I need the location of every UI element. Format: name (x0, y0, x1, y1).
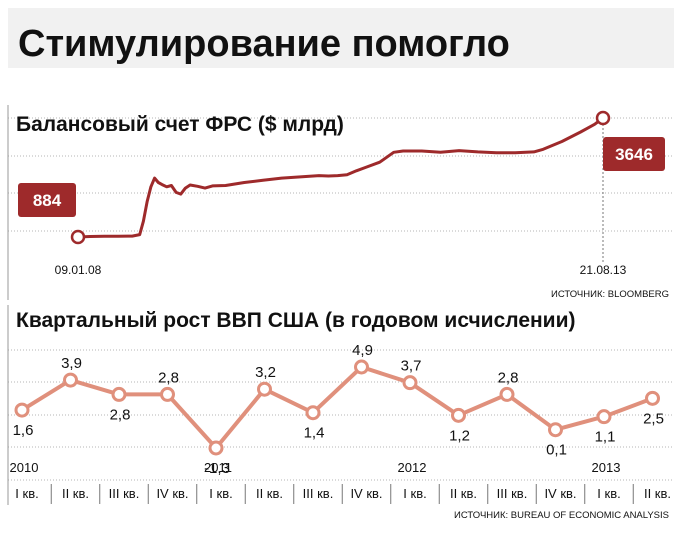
gdp-point (160, 386, 175, 402)
gdp-year-label: 2010 (10, 460, 39, 475)
fed-chart-title: Балансовый счет ФРС ($ млрд) (16, 113, 344, 136)
gdp-value-label: 1,1 (595, 429, 616, 446)
fed-end-date: 21.08.13 (580, 263, 627, 277)
gdp-quarter-label: IV кв. (544, 486, 576, 501)
gdp-value-label: 4,9 (352, 342, 373, 359)
fed-end-value: 3646 (615, 145, 653, 164)
fed-start-point (70, 229, 86, 245)
gdp-year-label: 2012 (398, 460, 427, 475)
gdp-quarter-label: II кв. (62, 486, 89, 501)
gdp-source: ИСТОЧНИК: BUREAU OF ECONOMIC ANALYSIS (454, 510, 669, 521)
gdp-value-label: 2,8 (498, 369, 519, 386)
gdp-chart-title: Квартальный рост ВВП США (в годовом исчи… (16, 309, 576, 332)
gdp-quarter-label: II кв. (256, 486, 283, 501)
gdp-value-label: 0,1 (546, 442, 567, 459)
gdp-value-label: 3,9 (61, 355, 82, 372)
gdp-points (14, 359, 660, 456)
gdp-value-label: 3,2 (255, 364, 276, 381)
gdp-point (548, 422, 563, 438)
gdp-quarter-label: II кв. (644, 486, 671, 501)
gdp-quarter-label: III кв. (497, 486, 528, 501)
gdp-point (499, 386, 515, 402)
gdp-point (63, 372, 78, 388)
page-title: Стимулирование помогло (18, 23, 510, 65)
gdp-value-label: 1,6 (13, 422, 34, 439)
fed-end-badge: 3646 (603, 137, 665, 171)
gdp-year-label: 2011 (204, 460, 232, 475)
gdp-value-label: 3,7 (401, 358, 422, 375)
gdp-point (111, 386, 127, 402)
gdp-quarter-label: IV кв. (156, 486, 188, 501)
fed-start-value: 884 (33, 191, 62, 210)
gdp-point (402, 375, 418, 391)
gdp-value-label: 1,2 (449, 427, 470, 444)
gdp-point (305, 405, 321, 421)
gdp-quarter-label: II кв. (450, 486, 477, 501)
fed-series-line (77, 116, 604, 239)
fed-source: ИСТОЧНИК: BLOOMBERG (551, 289, 669, 300)
gdp-year-labels: 2010 2011 2012 2013 (10, 460, 621, 475)
gdp-quarter-label: III кв. (303, 486, 334, 501)
title-panel (8, 8, 674, 68)
gdp-panel: Квартальный рост ВВП США (в годовом исчи… (7, 305, 672, 521)
gdp-year-label: 2013 (592, 460, 621, 475)
fed-end-point (595, 110, 611, 126)
gdp-labels: 1,6 3,9 2,8 2,8 -1,3 3,2 1,4 4,9 3,7 1,2 2,8 0,1 1,1… (13, 342, 664, 477)
gdp-point (257, 381, 272, 397)
gdp-point (451, 407, 466, 423)
fed-start-badge: 884 (18, 183, 76, 217)
gdp-quarter-label: IV кв. (350, 486, 382, 501)
gdp-series-line (20, 365, 654, 450)
gdp-point (208, 440, 224, 456)
gdp-point (14, 402, 30, 418)
gdp-quarter-ticks: I кв. II кв. III кв. IV кв. I кв. II кв. III к… (15, 484, 671, 504)
gdp-quarter-label: I кв. (403, 486, 426, 501)
gdp-quarter-label: III кв. (109, 486, 140, 501)
gdp-point (596, 409, 612, 425)
gdp-quarter-label: I кв. (209, 486, 232, 501)
gdp-quarter-label: I кв. (15, 486, 38, 501)
gdp-value-label: 2,8 (110, 406, 131, 423)
gdp-point (354, 359, 369, 375)
gdp-grid (8, 349, 672, 481)
fed-start-date: 09.01.08 (55, 263, 102, 277)
gdp-value-label: 1,4 (304, 425, 325, 442)
gdp-value-label: -1,3 (204, 460, 230, 477)
gdp-quarter-label: I кв. (597, 486, 620, 501)
gdp-value-label: 2,8 (158, 369, 179, 386)
gdp-point (645, 390, 660, 406)
fed-panel: Балансовый счет ФРС ($ млрд) 884 3646 09… (7, 105, 672, 300)
gdp-value-label: 2,5 (643, 410, 664, 427)
